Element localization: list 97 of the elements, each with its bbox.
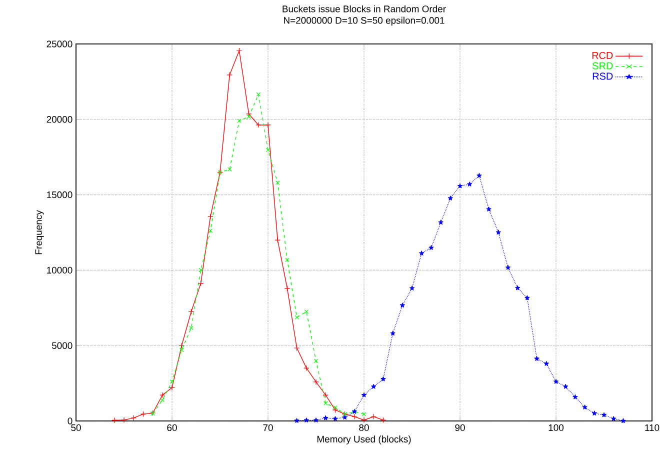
- point: [140, 411, 146, 417]
- x-tick-label: 70: [263, 424, 273, 432]
- point: [371, 384, 376, 389]
- y-tick-label: 5000: [52, 342, 72, 349]
- point: [313, 418, 319, 422]
- point: [246, 111, 252, 117]
- point: [332, 416, 338, 421]
- point: [227, 167, 232, 172]
- point: [486, 206, 492, 212]
- point: [323, 415, 328, 420]
- legend-label: RSD: [592, 72, 613, 80]
- point: [467, 182, 472, 186]
- point: [160, 398, 165, 402]
- point: [266, 148, 270, 152]
- point: [294, 345, 300, 351]
- point: [304, 310, 309, 314]
- point: [380, 376, 386, 382]
- point: [448, 196, 453, 200]
- point: [505, 264, 511, 270]
- point: [361, 417, 367, 423]
- y-tick-label: 20000: [46, 116, 72, 123]
- point: [237, 118, 242, 123]
- point: [390, 330, 396, 336]
- point: [294, 315, 299, 320]
- x-axis-title: Memory Used (blocks): [317, 436, 411, 444]
- point: [208, 214, 214, 220]
- point: [400, 302, 405, 308]
- point: [620, 418, 626, 424]
- point: [169, 384, 175, 391]
- point: [515, 285, 520, 290]
- point: [352, 414, 358, 420]
- point: [265, 122, 271, 128]
- point: [314, 358, 318, 364]
- point: [370, 414, 376, 420]
- point: [553, 378, 559, 384]
- point: [563, 384, 568, 389]
- point: [160, 392, 166, 398]
- point: [333, 405, 338, 410]
- point: [361, 392, 367, 398]
- point: [130, 415, 136, 421]
- x-tick-label: 110: [645, 424, 660, 432]
- point: [323, 401, 328, 406]
- point: [170, 379, 174, 384]
- point: [198, 280, 204, 286]
- point: [285, 258, 290, 262]
- point: [179, 348, 184, 352]
- point: [313, 379, 319, 385]
- point: [476, 173, 482, 178]
- chart-title: Buckets issue Blocks in Random Order: [282, 5, 446, 12]
- point: [419, 250, 424, 256]
- point: [582, 404, 588, 410]
- point: [572, 394, 578, 400]
- legend-label: SRD: [592, 62, 613, 70]
- point: [188, 308, 194, 315]
- x-tick-label: 50: [71, 424, 81, 432]
- point: [362, 412, 366, 416]
- point: [198, 268, 203, 272]
- point: [208, 228, 213, 233]
- point: [284, 285, 290, 292]
- x-tick-label: 80: [359, 424, 369, 432]
- legend-label: RCD: [592, 52, 613, 59]
- point: [611, 416, 616, 421]
- point: [438, 220, 444, 225]
- point: [304, 418, 309, 422]
- point: [592, 410, 597, 416]
- y-tick-label: 0: [68, 418, 72, 424]
- point: [322, 392, 328, 398]
- point: [178, 342, 184, 349]
- point: [409, 286, 415, 290]
- point: [121, 417, 127, 423]
- x-tick-label: 60: [167, 424, 177, 432]
- point: [457, 183, 463, 188]
- point: [256, 92, 261, 96]
- point: [304, 365, 310, 371]
- point: [226, 72, 232, 78]
- point: [601, 412, 607, 418]
- y-tick-label: 10000: [47, 266, 72, 274]
- y-tick-label: 15000: [47, 191, 72, 198]
- y-axis-title: Frequency: [35, 210, 44, 254]
- point: [246, 114, 251, 119]
- chart-subtitle: N=2000000 D=10 S=50 epsilon=0.001: [284, 16, 444, 26]
- y-tick-label: 25000: [46, 40, 72, 48]
- point: [236, 48, 242, 54]
- point: [332, 407, 338, 413]
- point: [274, 237, 280, 243]
- x-tick-label: 90: [455, 424, 465, 432]
- point: [496, 230, 501, 235]
- point: [428, 245, 434, 250]
- point: [256, 122, 262, 128]
- point: [544, 361, 549, 366]
- point: [275, 180, 280, 185]
- point: [294, 418, 300, 423]
- x-tick-label: 100: [548, 424, 564, 432]
- point: [189, 326, 194, 330]
- point: [534, 356, 540, 361]
- point: [524, 295, 530, 300]
- point: [342, 414, 348, 420]
